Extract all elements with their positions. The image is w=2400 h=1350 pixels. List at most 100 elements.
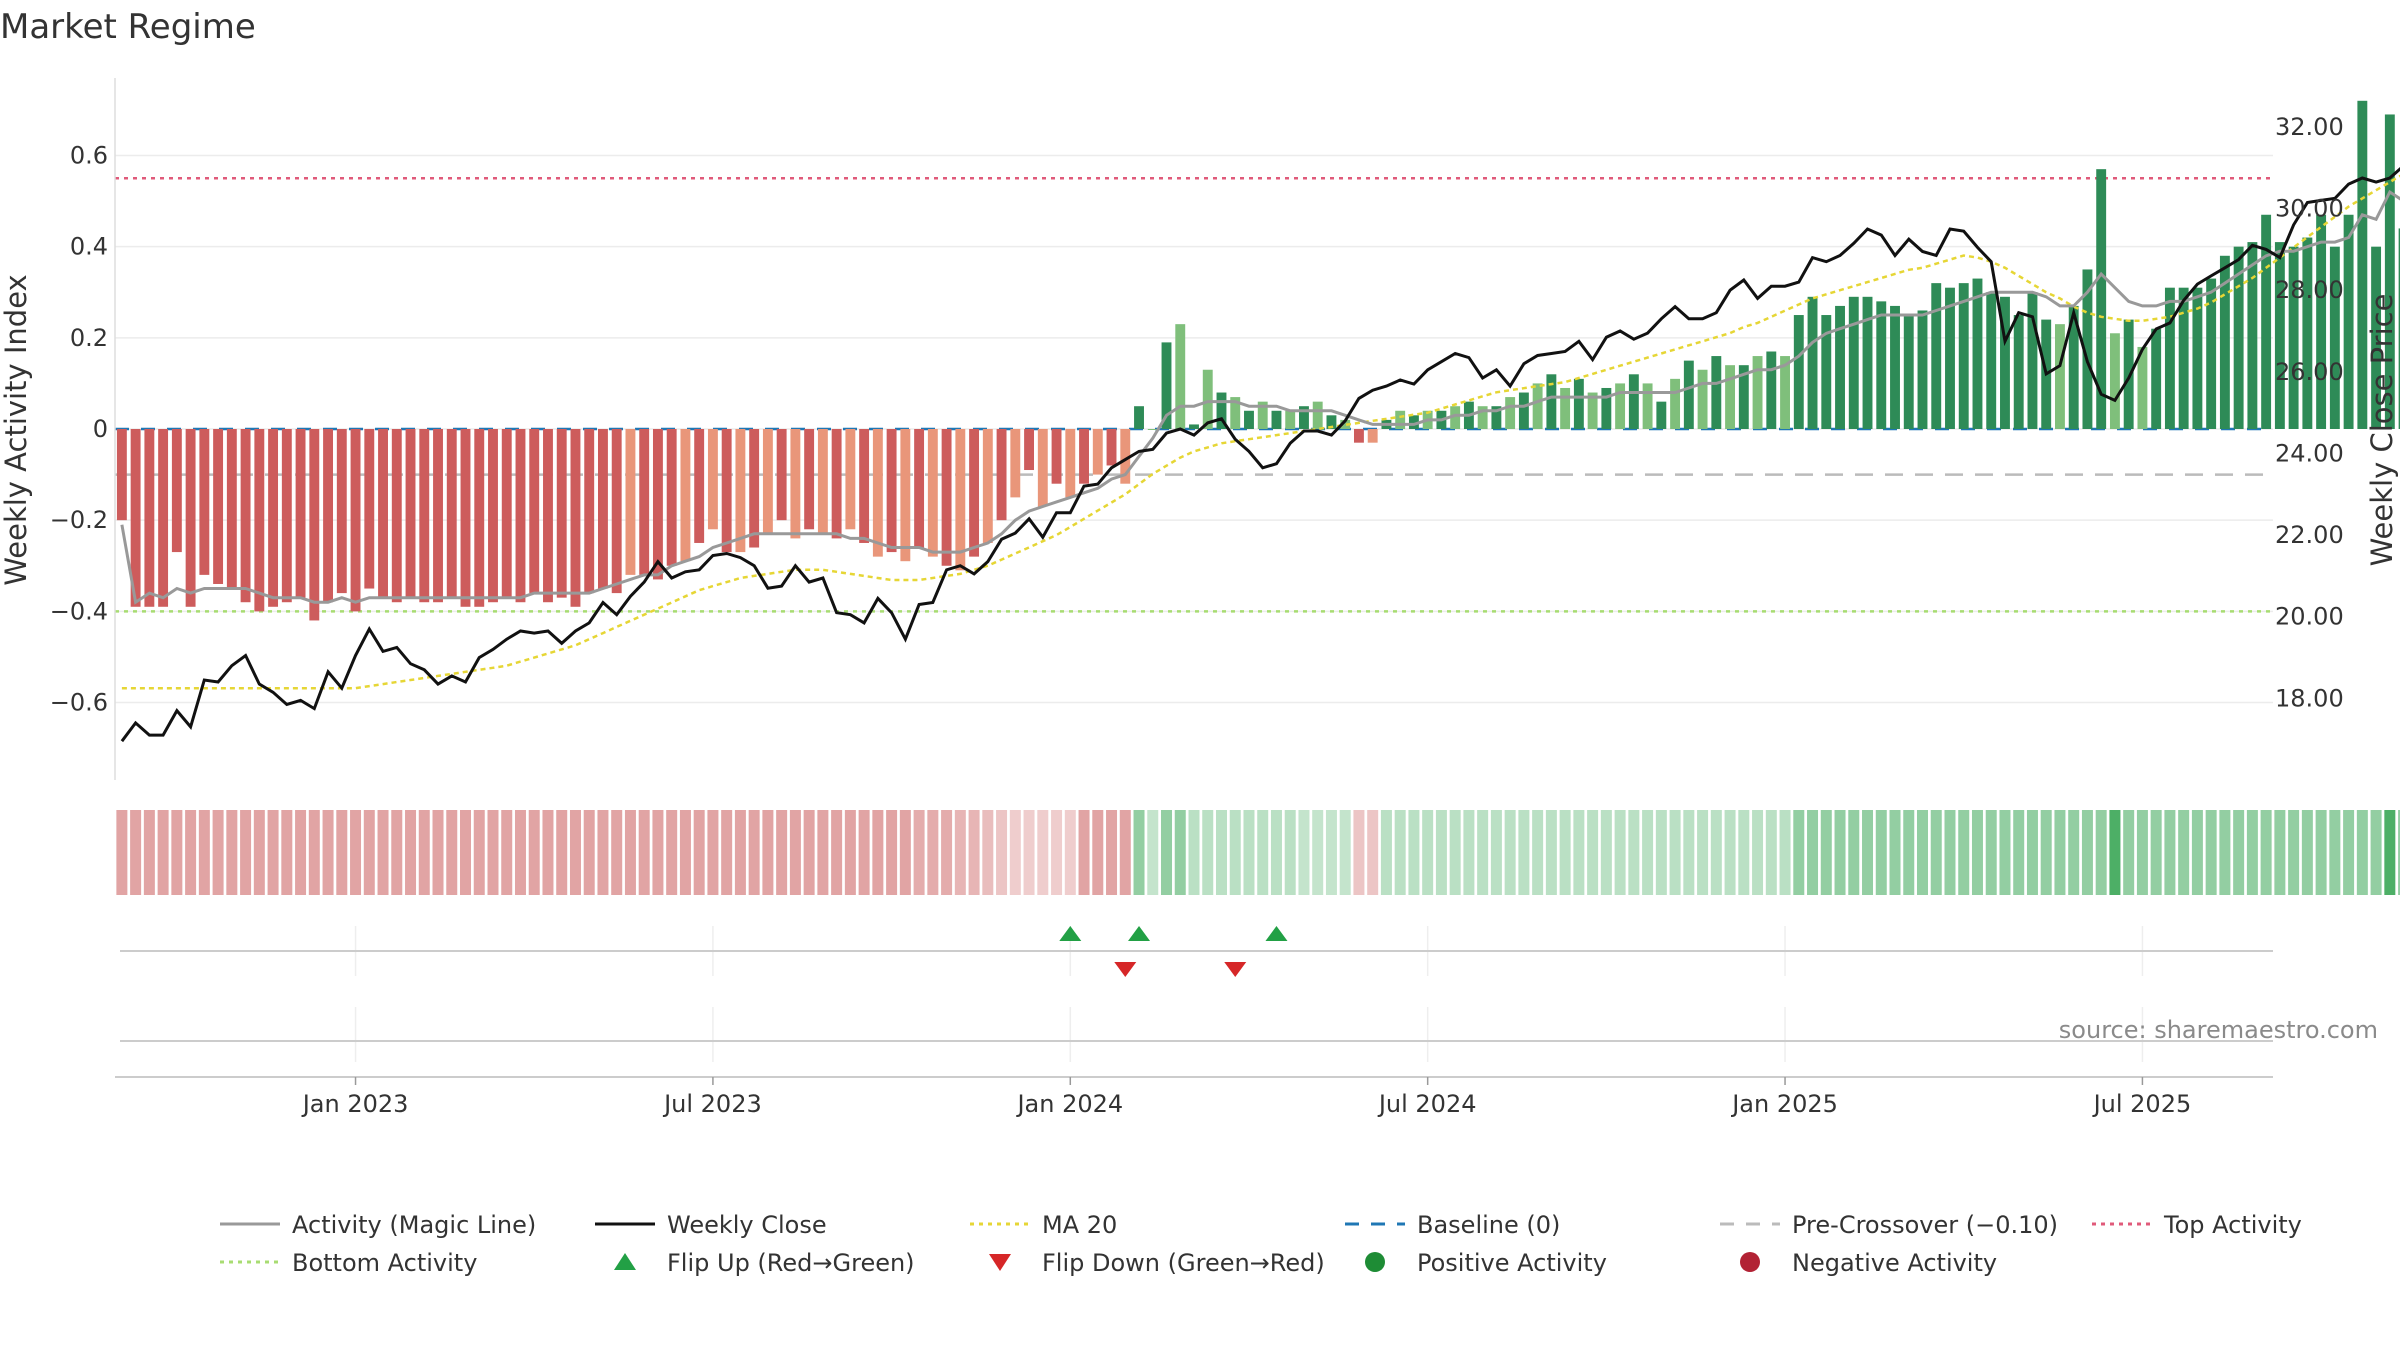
flip-down-marker <box>1114 962 1137 977</box>
activity-bar <box>1876 301 1887 429</box>
legend-label: Flip Up (Red→Green) <box>667 1249 915 1277</box>
activity-bar <box>721 429 732 553</box>
regime-strip-cell <box>831 810 843 895</box>
activity-bar <box>185 429 196 607</box>
activity-bar <box>2082 269 2093 429</box>
activity-bar <box>1079 429 1089 484</box>
regime-strip-cell <box>1600 810 1612 895</box>
activity-bar <box>1601 387 1612 429</box>
regime-strip-cell <box>1174 810 1186 895</box>
regime-strip-cell <box>1724 810 1736 895</box>
activity-bar <box>762 429 773 534</box>
activity-bar <box>364 429 375 589</box>
activity-bar <box>1986 292 1997 429</box>
regime-strip-cell <box>1161 810 1173 895</box>
activity-bar <box>1216 392 1227 429</box>
regime-strip-cell <box>2329 810 2341 895</box>
regime-strip-cell <box>1820 810 1832 895</box>
regime-strip-cell <box>734 810 746 895</box>
regime-strip-cell <box>2233 810 2245 895</box>
regime-strip-cell <box>1875 810 1887 895</box>
regime-strip-cell <box>212 810 224 895</box>
regime-strip-cell <box>1559 810 1571 895</box>
activity-bar <box>543 429 553 603</box>
activity-bar <box>859 429 870 543</box>
regime-strip-cell <box>721 810 733 895</box>
flip-markers-panel <box>120 926 2273 977</box>
activity-bar <box>515 429 526 603</box>
activity-bar <box>1573 378 1584 429</box>
x-axis: Jan 2023 Jul 2023 Jan 2024 Jul 2024 Jan 2025… <box>115 1076 2273 1118</box>
regime-strip-cell <box>446 810 458 895</box>
regime-strip-cell <box>2040 810 2052 895</box>
activity-bar <box>790 429 801 539</box>
activity-bar <box>1752 356 1763 429</box>
regime-strip-cell <box>1106 810 1118 895</box>
activity-bar <box>254 429 265 612</box>
activity-bar <box>2096 169 2107 430</box>
legend-label: Top Activity <box>2163 1211 2302 1239</box>
regime-strip-cell <box>1889 810 1901 895</box>
regime-strip-cell <box>1051 810 1063 895</box>
regime-strip-cell <box>2246 810 2258 895</box>
activity-bar <box>955 429 966 571</box>
left-axis-label: Weekly Activity Index <box>0 274 33 585</box>
activity-bar <box>598 429 608 589</box>
activity-bar <box>694 429 705 543</box>
regime-strip-cell <box>295 810 307 895</box>
regime-strip-cell <box>1009 810 1021 895</box>
regime-strip-cell <box>2026 810 2038 895</box>
regime-strip-cell <box>652 810 664 895</box>
activity-bar <box>2274 242 2285 429</box>
activity-bar <box>2343 214 2354 429</box>
x-tick-label: Jul 2024 <box>1377 1090 1477 1118</box>
left-tick-label: 0 <box>93 415 108 443</box>
regime-strip-cell <box>1752 810 1764 895</box>
regime-strip-cell <box>1037 810 1049 895</box>
activity-bar <box>2206 278 2217 429</box>
regime-strip-cell <box>1023 810 1035 895</box>
activity-bar <box>556 429 567 598</box>
activity-bar <box>680 429 691 562</box>
activity-bar <box>707 429 718 530</box>
activity-bar <box>1587 392 1598 429</box>
activity-bar <box>405 429 416 598</box>
activity-bar <box>116 429 127 521</box>
activity-bar <box>488 429 498 603</box>
regime-strip-cell <box>1243 810 1255 895</box>
activity-bar <box>2151 328 2162 429</box>
regime-strip-cell <box>377 810 389 895</box>
regime-strip-cell <box>1215 810 1227 895</box>
regime-strip-cell <box>1779 810 1791 895</box>
left-tick-label: −0.4 <box>50 597 108 625</box>
activity-bar <box>2371 246 2382 429</box>
regime-strip-cell <box>267 810 279 895</box>
regime-strip-cell <box>281 810 293 895</box>
regime-strip-cell <box>1944 810 1956 895</box>
regime-strip-cell <box>2274 810 2286 895</box>
regime-strip-cell <box>583 810 595 895</box>
activity-bar <box>144 429 155 607</box>
activity-bar <box>1244 410 1254 429</box>
regime-strip-cell <box>308 810 320 895</box>
legend: Activity (Magic Line) Weekly Close MA 20 Ba… <box>220 1211 2302 1277</box>
legend-swatch <box>614 1253 636 1270</box>
activity-bar <box>749 429 760 548</box>
activity-bar <box>1189 424 1199 429</box>
regime-strip-cell <box>487 810 499 895</box>
regime-strip-cell <box>2370 810 2382 895</box>
regime-strip-cell <box>322 810 334 895</box>
regime-strip-cell <box>2095 810 2107 895</box>
x-tick-label: Jan 2023 <box>301 1090 409 1118</box>
regime-strip-cell <box>1092 810 1104 895</box>
activity-bar <box>831 429 842 539</box>
regime-strip-cell <box>1229 810 1241 895</box>
regime-strip-cell <box>2219 810 2231 895</box>
activity-bar <box>570 429 581 607</box>
regime-strip-cell <box>1133 810 1145 895</box>
activity-bar <box>1257 401 1268 429</box>
regime-strip-cell <box>1985 810 1997 895</box>
activity-bar <box>350 429 361 612</box>
activity-bar <box>845 429 856 530</box>
activity-bar <box>1134 406 1144 429</box>
